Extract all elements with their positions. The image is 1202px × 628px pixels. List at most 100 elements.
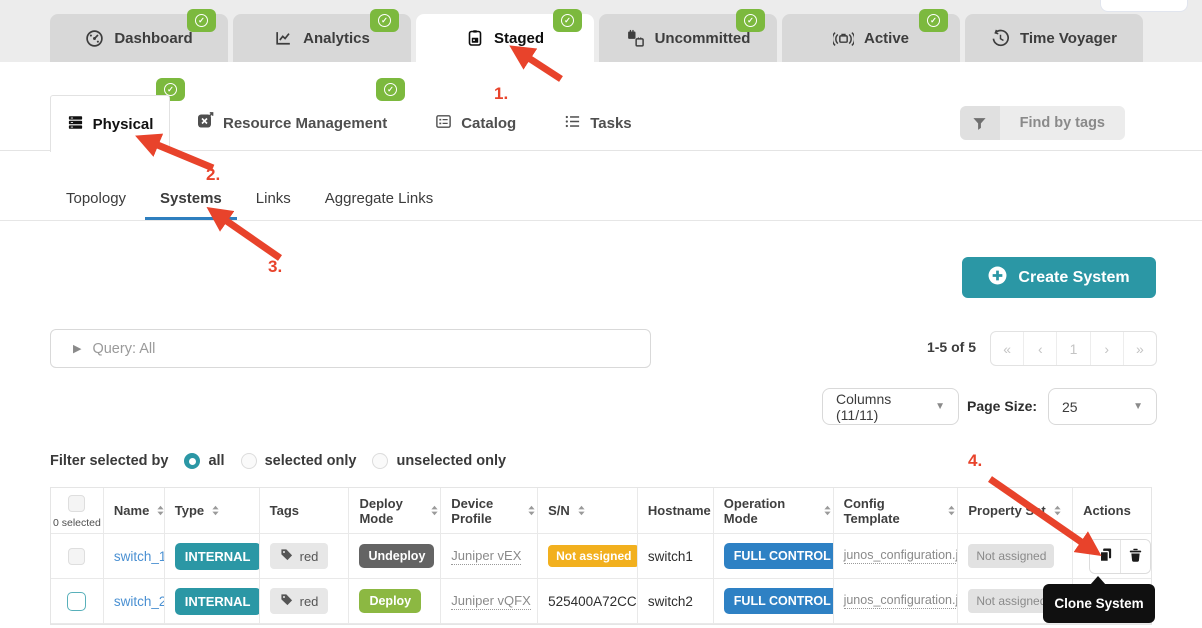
tab-uncommitted[interactable]: Uncommitted ✓ bbox=[599, 9, 777, 62]
sort-icon bbox=[155, 505, 164, 516]
deploy-mode-badge: Deploy bbox=[359, 589, 422, 613]
tag-chip[interactable]: red bbox=[269, 543, 329, 569]
catalog-icon bbox=[435, 113, 452, 134]
tab-label: Time Voyager bbox=[1020, 29, 1117, 47]
delete-system-button[interactable] bbox=[1119, 539, 1150, 573]
sn-cell: Not assigned bbox=[537, 534, 637, 578]
header-name[interactable]: Name bbox=[102, 488, 164, 533]
row-checkbox[interactable] bbox=[67, 591, 87, 611]
tab-catalog[interactable]: Catalog bbox=[435, 113, 516, 134]
operation-mode-cell: FULL CONTROL bbox=[712, 579, 833, 623]
radio-selected-only-label[interactable]: selected only bbox=[264, 453, 357, 469]
physical-icon bbox=[67, 114, 84, 135]
header-device-profile[interactable]: Device Profile bbox=[440, 488, 537, 533]
tab-tasks[interactable]: Tasks bbox=[564, 113, 632, 134]
header-deploy-mode[interactable]: Deploy Mode bbox=[348, 488, 440, 533]
page-size-dropdown[interactable]: 25 ▼ bbox=[1048, 388, 1157, 425]
tab-label: Tasks bbox=[590, 114, 632, 132]
name-cell: switch_2 bbox=[102, 579, 164, 623]
radio-all[interactable] bbox=[184, 453, 201, 469]
header-tags[interactable]: Tags bbox=[258, 488, 349, 533]
check-icon: ✓ bbox=[195, 14, 208, 27]
operation-mode-cell: FULL CONTROL bbox=[712, 534, 833, 578]
header-actions: Actions bbox=[1072, 488, 1151, 533]
clone-system-button[interactable] bbox=[1090, 539, 1120, 573]
trash-icon bbox=[1128, 547, 1143, 566]
check-icon: ✓ bbox=[164, 83, 177, 96]
systems-table: 0 selected Name Type Tags Deploy Mode bbox=[50, 487, 1152, 625]
table-row: switch_1 INTERNAL red Undeploy Juniper v… bbox=[51, 534, 1151, 579]
config-template-cell: junos_configuration.jinja bbox=[832, 579, 958, 623]
radio-unselected-only-label[interactable]: unselected only bbox=[396, 453, 507, 469]
find-by-tags-button[interactable]: Find by tags bbox=[959, 106, 1125, 140]
name-cell: switch_1 bbox=[102, 534, 164, 578]
chevron-down-icon: ▼ bbox=[935, 401, 945, 412]
system-link[interactable]: switch_1 bbox=[113, 548, 164, 564]
row-select-cell bbox=[51, 579, 103, 623]
tab-label: Analytics bbox=[303, 29, 370, 47]
tab-topology[interactable]: Topology bbox=[66, 190, 127, 207]
create-system-button[interactable]: Create System bbox=[962, 257, 1156, 298]
header-operation-mode[interactable]: Operation Mode bbox=[712, 488, 833, 533]
sn-cell: 525400A72CCB bbox=[537, 579, 637, 623]
tab-physical[interactable]: Physical bbox=[50, 95, 170, 152]
next-page-button[interactable]: › bbox=[1089, 332, 1123, 365]
radio-selected-only[interactable] bbox=[240, 453, 257, 469]
filter-funnel-icon bbox=[959, 106, 1000, 140]
clone-icon bbox=[1098, 547, 1113, 566]
config-template-link[interactable]: junos_configuration.jinja bbox=[843, 593, 958, 609]
success-badge: ✓ bbox=[376, 78, 405, 101]
tab-label: Resource Management bbox=[223, 114, 388, 132]
header-type[interactable]: Type bbox=[163, 488, 259, 533]
selected-count: 0 selected bbox=[53, 516, 101, 529]
sort-icon bbox=[946, 505, 957, 516]
first-page-button[interactable]: « bbox=[1003, 340, 1011, 357]
tab-resource-management[interactable]: Resource Management bbox=[196, 112, 387, 134]
check-icon: ✓ bbox=[561, 14, 574, 27]
tab-analytics[interactable]: Analytics ✓ bbox=[233, 9, 411, 62]
clone-system-tooltip: Clone System bbox=[1043, 576, 1155, 623]
current-page-button[interactable]: 1 bbox=[1056, 332, 1089, 365]
pagination-range-label: 1-5 of 5 bbox=[926, 339, 976, 355]
device-profile-link[interactable]: Juniper vQFX bbox=[451, 592, 531, 610]
tag-icon bbox=[280, 593, 293, 609]
property-set-cell: Not assigned bbox=[957, 579, 1072, 623]
query-panel[interactable]: ▶ Query: All bbox=[50, 329, 651, 368]
device-profile-cell: Juniper vEX bbox=[440, 534, 537, 578]
columns-dropdown[interactable]: Columns (11/11) ▼ bbox=[822, 388, 959, 425]
property-set-cell: Not assigned bbox=[957, 534, 1072, 578]
staged-icon bbox=[466, 29, 484, 47]
tab-links[interactable]: Links bbox=[255, 190, 291, 207]
system-link[interactable]: switch_2 bbox=[113, 593, 164, 609]
tab-systems[interactable]: Systems bbox=[145, 190, 237, 220]
select-all-checkbox[interactable] bbox=[68, 494, 86, 512]
tab-time-voyager[interactable]: Time Voyager bbox=[965, 14, 1143, 62]
header-property-set[interactable]: Property Set bbox=[957, 488, 1072, 533]
tab-label: Active bbox=[863, 29, 910, 47]
prev-page-button[interactable]: ‹ bbox=[1023, 332, 1056, 365]
tag-chip[interactable]: red bbox=[269, 588, 329, 614]
tab-label: Catalog bbox=[461, 114, 517, 132]
tab-aggregate-links[interactable]: Aggregate Links bbox=[324, 190, 434, 207]
config-template-link[interactable]: junos_configuration.jinja bbox=[843, 548, 958, 564]
type-cell: INTERNAL bbox=[163, 579, 259, 623]
header-sn[interactable]: S/N bbox=[537, 488, 637, 533]
row-checkbox[interactable] bbox=[68, 547, 86, 565]
tab-staged[interactable]: Staged ✓ bbox=[416, 9, 594, 62]
plus-circle-icon bbox=[988, 266, 1007, 290]
success-badge: ✓ bbox=[187, 9, 216, 32]
top-navigation-bar: Dashboard ✓ Analytics ✓ Staged ✓ bbox=[0, 0, 1202, 62]
operation-mode-badge: FULL CONTROL bbox=[723, 543, 833, 569]
tab-active[interactable]: Active ✓ bbox=[782, 9, 960, 62]
device-profile-link[interactable]: Juniper vEX bbox=[451, 547, 522, 565]
sort-icon bbox=[429, 505, 440, 516]
success-badge: ✓ bbox=[553, 9, 582, 32]
tab-dashboard[interactable]: Dashboard ✓ bbox=[50, 9, 228, 62]
radio-all-label[interactable]: all bbox=[208, 453, 225, 469]
header-config-template[interactable]: Config Template bbox=[832, 488, 958, 533]
radio-unselected-only[interactable] bbox=[372, 453, 389, 469]
sort-icon bbox=[576, 505, 587, 516]
header-hostname[interactable]: Hostname bbox=[636, 488, 713, 533]
pagination-controls: « ‹ 1 › » bbox=[990, 331, 1157, 366]
last-page-button[interactable]: » bbox=[1122, 332, 1156, 365]
